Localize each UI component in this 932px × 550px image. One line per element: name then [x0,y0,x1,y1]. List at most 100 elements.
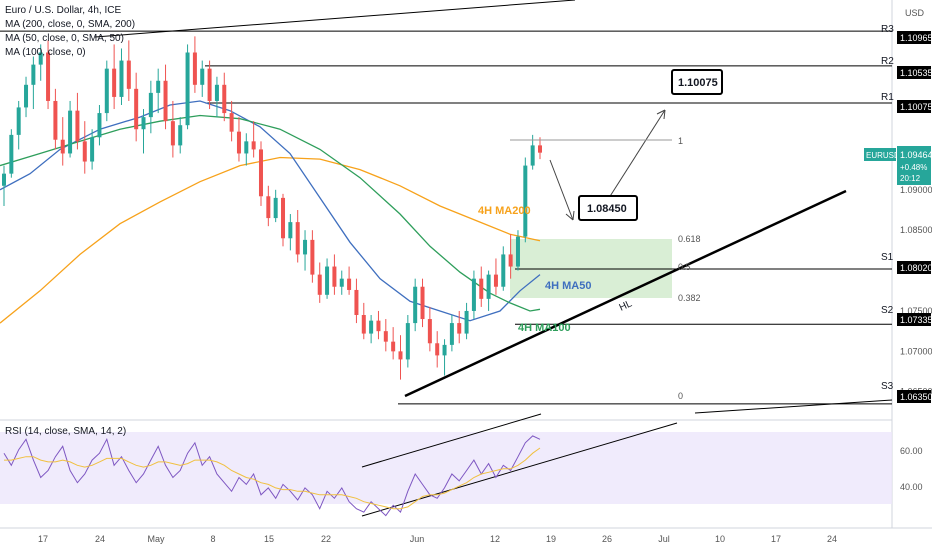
target-callout-high[interactable] [671,69,723,95]
level-badge-s1 [897,261,931,274]
target-callout-mid[interactable] [578,195,638,221]
candle-body [332,266,337,287]
candle-body [479,278,484,299]
candle-body [405,323,410,360]
indicator-ma50[interactable]: MA (50, close, 0, SMA, 50) [5,33,124,44]
symbol-title[interactable]: Euro / U.S. Dollar, 4h, ICE [5,5,122,16]
level-badge-s3-text: 1.06350 [900,392,932,402]
level-badge-r2 [897,66,931,79]
candle-body [383,331,388,342]
rsi-tick-60: 60.00 [900,446,923,456]
candle-body [2,173,6,186]
candle-body [310,239,315,275]
level-badge-s1-text: 1.08020 [900,263,932,273]
countdown-text: 20:12 [900,174,921,183]
candle-body [420,286,425,320]
fib-zone-lower [510,267,672,298]
candle-body [119,60,124,97]
candle-body [471,278,476,311]
indicator-ma100[interactable]: MA (100, close, 0) [5,47,86,58]
candle-body [493,274,498,287]
time-tick-label: Jun [410,534,425,544]
level-badge-r3 [897,31,931,44]
rsi-tick-40: 40.00 [900,482,923,492]
rsi-panel [3,413,678,517]
candle-body [244,141,249,154]
hl-annotation: HL [618,298,635,314]
candle-body [170,121,175,146]
fib-label-1: 1 [678,136,683,146]
time-tick-label: May [147,534,165,544]
series-line-2 [0,114,541,312]
pivot-levels [0,30,892,405]
fib-label-0618: 0.618 [678,234,701,244]
candle-body [112,68,117,97]
level-badge-r1 [897,100,931,113]
rsi-legend[interactable]: RSI (14, close, SMA, 14, 2) [5,426,127,437]
price-tick-label: 1.07000 [900,346,932,356]
level-badge-s2-text: 1.07335 [900,315,932,325]
time-tick-label: 24 [827,534,837,544]
candle-body [148,92,153,118]
candle-body [46,52,51,101]
candle-body [339,278,344,287]
candle-body [90,137,95,162]
candle-body [24,84,29,108]
level-name-s2: S2 [881,305,894,316]
price-tick-label: 1.09000 [900,185,932,195]
target-callout-mid-text: 1.08450 [587,203,627,215]
candle-body [486,274,491,299]
price-badge [897,146,931,185]
fib-label-0382: 0.382 [678,293,701,303]
candle-body [222,84,227,114]
time-tick-label: 19 [546,534,556,544]
candle-body [347,278,352,290]
candle-body [134,88,139,130]
trendline-top[interactable] [94,0,576,38]
time-tick-label: 22 [321,534,331,544]
candle-body [354,289,359,315]
indicator-ma200[interactable]: MA (200, close, 0, SMA, 200) [5,19,136,30]
series-line-0 [0,156,541,324]
candle-body [68,110,73,154]
level-name-s1: S1 [881,252,894,263]
candle-body [391,341,396,352]
candle-body [317,274,322,295]
candle-body [141,117,146,130]
trendline-lower-right[interactable] [694,399,893,414]
time-tick-label: 8 [210,534,215,544]
rsi-channel-upper [361,413,542,468]
price-tick-label: 1.07500 [900,306,932,316]
candle-body [325,266,330,295]
trendline-main[interactable] [404,189,847,398]
time-axis[interactable]: 17 24 May 8 15 22 Jun 12 19 26 Jul 10 17 24 [38,534,837,544]
time-tick-label: 24 [95,534,105,544]
candle-body [60,139,65,154]
candle-body [16,107,21,135]
rsi-band [0,432,892,504]
candle-body [376,320,381,332]
candle-body [273,197,278,219]
pullback-arrow-line [549,159,574,221]
candle-body [413,286,418,324]
level-name-r1: R1 [881,92,894,103]
fib-zone-upper [510,239,672,267]
time-tick-label: Jul [658,534,670,544]
candle-body [236,131,241,154]
level-badge-r1-text: 1.10075 [900,102,932,112]
time-tick-label: 26 [602,534,612,544]
candle-body [9,134,14,174]
candle-body [178,125,183,146]
candle-body [288,222,293,239]
level-badge-r2-text: 1.10535 [900,68,932,78]
candle-body [457,323,462,334]
candle-body [192,52,197,85]
axis-currency-label: USD [905,8,925,18]
ticker-badge-text: EURUSD [866,151,900,160]
candle-body [508,254,513,267]
level-name-r3: R3 [881,24,894,35]
candle-body [427,319,432,344]
candle-body [31,64,36,85]
